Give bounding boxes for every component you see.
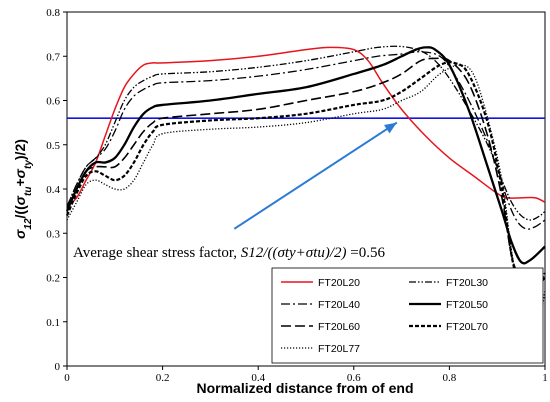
y-tick-label: 0.3 xyxy=(46,228,60,240)
legend-label-ft20l40: FT20L40 xyxy=(318,299,360,311)
series-lines xyxy=(65,45,546,319)
series-line-ft20l70 xyxy=(65,61,546,306)
legend: FT20L20 FT20L30 FT20L40 FT20L50 FT20L60 FT20L… xyxy=(271,267,544,364)
annotation-arrow-head xyxy=(384,122,397,134)
y-tick-label: 0.8 xyxy=(46,7,60,19)
legend-label-ft20l70: FT20L70 xyxy=(446,321,488,333)
legend-box xyxy=(271,267,544,364)
series-line-ft20l20 xyxy=(66,46,546,208)
x-tick-label: 0.4 xyxy=(251,372,265,384)
y-tick-label: 0.1 xyxy=(46,317,60,329)
legend-label-ft20l20: FT20L20 xyxy=(318,277,360,289)
x-tick-label: 1 xyxy=(542,372,548,384)
x-tick-label: 0.8 xyxy=(443,372,457,384)
legend-label-ft20l77: FT20L77 xyxy=(318,343,360,355)
y-tick-label: 0.2 xyxy=(46,273,60,285)
y-label-part: + xyxy=(12,178,28,186)
legend-label-ft20l30: FT20L30 xyxy=(446,277,488,289)
annotation-arrow-shaft xyxy=(233,121,398,230)
x-tick-label: 0 xyxy=(64,372,70,384)
annotation-text: Average shear stress factor, S12/((σty+σ… xyxy=(73,245,385,261)
x-axis-label: Normalized distance from of end xyxy=(196,380,413,396)
y-tick-label: 0.6 xyxy=(46,96,60,108)
y-tick-label: 0.7 xyxy=(46,51,60,63)
y-label-part: ty xyxy=(23,160,34,169)
annotation-formula: S12/((σty+σtu)/2) xyxy=(241,245,347,261)
series-line-ft20l60 xyxy=(66,57,546,297)
y-label-part: 12 xyxy=(23,218,34,230)
y-label-part: /(( xyxy=(12,205,28,219)
y-label-part: σ xyxy=(12,229,28,239)
series-line-ft20l30 xyxy=(66,45,546,221)
y-label-part: σ xyxy=(12,168,28,178)
y-label-part: )/2) xyxy=(12,139,28,160)
series-line-ft20l40 xyxy=(66,51,546,230)
x-tick-label: 0.6 xyxy=(347,372,361,384)
annotation-prefix: Average shear stress factor, xyxy=(73,245,241,261)
series-line-ft20l50 xyxy=(65,46,546,265)
y-label-part: σ xyxy=(12,195,28,205)
tick-labels: 0 0.1 0.2 0.3 0.4 0.5 0.6 0.7 0.8 0 0.2 0.4 0.6 0.8 1 xyxy=(46,7,548,384)
y-tick-label: 0.5 xyxy=(46,140,60,152)
x-tick-label: 0.2 xyxy=(156,372,170,384)
annotation: Average shear stress factor, S12/((σty+σ… xyxy=(73,121,398,261)
y-label-part: tu xyxy=(23,187,34,196)
legend-label-ft20l60: FT20L60 xyxy=(318,321,360,333)
y-tick-label: 0 xyxy=(55,361,61,373)
legend-label-ft20l50: FT20L50 xyxy=(446,299,488,311)
annotation-value: =0.56 xyxy=(347,245,386,261)
y-axis-label: σ12/((σtu+σty)/2) xyxy=(12,139,34,239)
y-tick-label: 0.4 xyxy=(46,184,60,196)
